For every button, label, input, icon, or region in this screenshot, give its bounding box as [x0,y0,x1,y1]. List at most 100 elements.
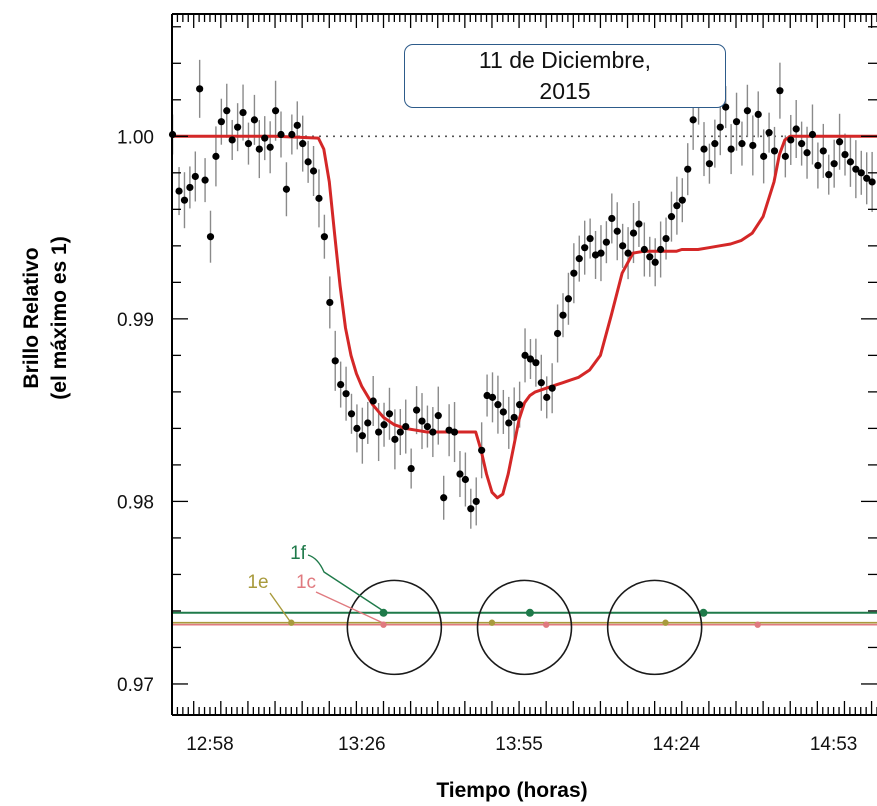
data-point [825,171,833,179]
data-point [440,494,448,502]
data-point [494,401,502,409]
data-point [450,428,459,436]
data-point [304,158,312,166]
data-point [586,234,594,243]
data-point [385,410,394,418]
data-point [342,390,350,398]
x-tick-label: 12:58 [186,734,234,755]
x-tick-label: 14:53 [810,734,858,755]
y-tick-label: 0.98 [117,492,154,513]
data-point [651,258,659,266]
data-point [277,130,285,139]
orbit-point-1f-3 [699,608,708,617]
data-point [282,185,291,193]
data-point [293,121,301,129]
data-point [792,125,800,133]
data-point [613,227,621,235]
data-point [635,220,643,228]
data-point [835,138,844,146]
data-point [602,238,610,246]
data-point [234,123,242,131]
data-point [662,234,670,243]
data-point [217,118,225,126]
data-point [722,103,730,111]
star-circle-2 [476,579,573,676]
data-point [418,417,426,425]
data-point [212,152,220,160]
data-point [423,422,432,431]
data-point [798,140,806,148]
data-point [787,136,795,144]
data-point [727,145,735,153]
data-point [461,475,469,484]
data-point [488,393,497,401]
data-point [353,424,361,432]
data-point [271,107,280,115]
date-line-1: 11 de Diciembre, [478,47,652,73]
data-point [543,393,551,401]
data-point [337,380,345,389]
data-point [472,497,480,506]
label-1e: 1e [247,572,268,593]
data-point [391,435,399,443]
data-point [266,143,274,151]
data-point [559,311,567,319]
orbit-point-1e-3 [662,619,669,626]
data-point [358,432,366,440]
data-point [548,384,556,392]
x-tick-label: 14:24 [653,734,701,755]
data-point [667,213,676,221]
data-point [863,174,871,182]
data-point [765,129,773,137]
data-point [299,140,307,148]
data-point [743,107,751,115]
data-point [657,245,665,254]
data-point [608,214,616,223]
star-circle-3 [606,579,703,676]
data-point [364,419,372,427]
data-point [434,412,442,420]
data-point [846,158,855,166]
frame-layer [171,13,877,716]
data-point [564,295,573,303]
orbit-point-1c-3 [754,621,761,628]
data-point [380,421,388,429]
data-point [678,196,686,204]
data-point [640,245,648,254]
x-tick-label: 13:26 [338,734,386,755]
x-tick-label: 13:55 [495,734,543,755]
data-point [483,391,491,400]
data-point [808,130,817,139]
y-tick-label: 0.99 [117,310,154,331]
data-point [309,167,318,175]
data-point [570,269,578,277]
data-point [537,379,545,387]
data-point [175,187,183,195]
star-circle-1 [346,579,443,676]
y-tick-label: 1.00 [117,127,154,148]
data-point [331,357,339,365]
data-point [754,110,762,119]
data-point [505,419,513,427]
data-point [819,147,827,155]
labels-layer: 1f 1e 1c 0.97 0.98 0.99 1.00 12:58 13:26 13:55 14:… [117,127,857,755]
data-point [261,134,269,142]
data-point [624,249,632,257]
data-point [711,140,719,148]
fit-curve [172,134,877,500]
leader-1f [307,554,382,611]
data-point [705,160,714,168]
orbit-point-1f-1 [379,608,388,617]
data-point [738,140,746,148]
data-point [749,141,757,150]
data-point [320,233,328,241]
data-point [429,428,437,436]
orbit-point-1e-2 [488,619,496,626]
data-point [591,251,600,259]
leader-1c [315,591,383,624]
data-point [532,359,540,367]
data-point [781,152,789,160]
data-point [239,108,247,117]
data-point [250,116,259,124]
